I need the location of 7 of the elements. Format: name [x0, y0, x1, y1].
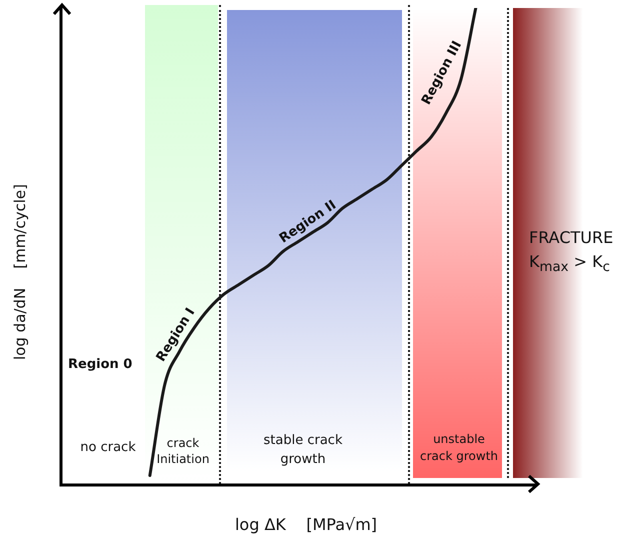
annotation: stable crack growth: [262, 432, 344, 469]
annotation: no crack: [80, 440, 136, 455]
annotation: crack Initiation: [156, 435, 210, 467]
x-axis-title: log ΔK [MPa√m]: [234, 515, 378, 534]
annotation: unstable crack growth: [419, 431, 499, 465]
annotation: Region 0: [68, 357, 132, 372]
y-axis-title: log da/dN [mm/cycle]: [11, 184, 29, 360]
